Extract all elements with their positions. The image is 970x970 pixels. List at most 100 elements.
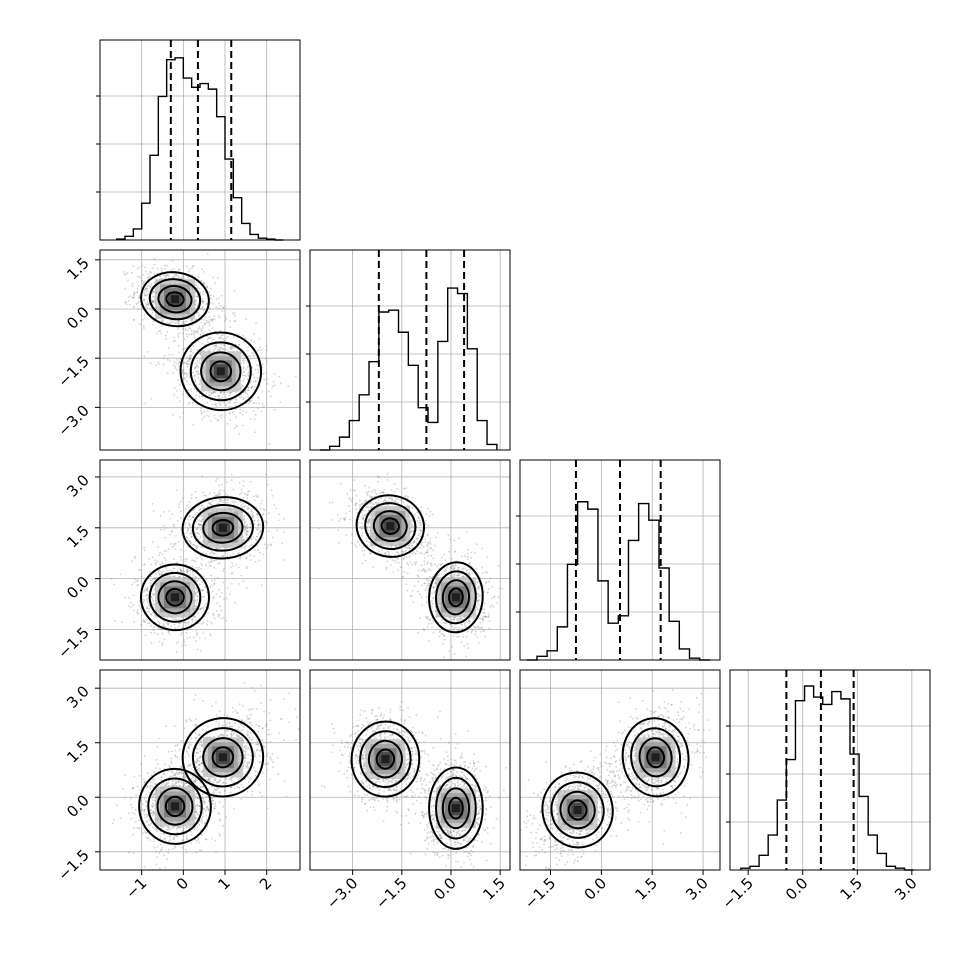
point	[364, 484, 366, 487]
point	[170, 543, 173, 545]
point	[206, 401, 209, 404]
point	[183, 641, 186, 643]
point	[161, 553, 164, 556]
point	[394, 490, 396, 493]
point	[194, 540, 197, 543]
point	[484, 602, 486, 605]
point	[196, 511, 199, 514]
point	[257, 549, 260, 551]
point	[395, 545, 397, 548]
point	[415, 537, 418, 540]
point	[406, 572, 409, 575]
point	[136, 268, 139, 270]
point	[369, 552, 372, 555]
point	[197, 311, 199, 314]
point	[144, 293, 147, 296]
point	[198, 523, 201, 526]
point	[146, 607, 149, 609]
point	[134, 291, 136, 294]
point	[203, 308, 206, 311]
point	[153, 263, 156, 266]
point	[143, 299, 146, 301]
point	[209, 420, 212, 423]
point	[228, 405, 230, 408]
point	[215, 593, 218, 595]
point	[186, 356, 189, 358]
point	[242, 410, 244, 412]
point	[458, 574, 460, 576]
point	[201, 302, 204, 305]
point	[171, 320, 174, 323]
scatter-panel-2-1	[309, 459, 511, 661]
point	[200, 523, 203, 526]
point	[202, 632, 205, 635]
point	[240, 396, 243, 398]
point	[201, 300, 204, 303]
point	[113, 583, 115, 586]
point	[163, 357, 166, 360]
point	[424, 571, 427, 573]
point	[228, 391, 231, 394]
point	[461, 618, 464, 621]
point	[197, 568, 200, 571]
point	[229, 554, 232, 556]
point	[394, 501, 397, 503]
point	[247, 507, 250, 510]
point	[273, 384, 276, 387]
point	[206, 302, 208, 305]
point	[362, 517, 364, 520]
point	[195, 528, 198, 531]
point	[188, 356, 191, 359]
point	[423, 582, 426, 585]
point	[387, 551, 390, 554]
point	[211, 403, 214, 406]
point	[192, 559, 195, 562]
contour-0-1	[157, 285, 193, 314]
point	[250, 538, 253, 540]
hist-1-bars	[319, 287, 498, 451]
point	[131, 283, 134, 285]
point	[206, 410, 209, 412]
point	[168, 569, 171, 572]
point	[194, 513, 197, 516]
point	[155, 572, 158, 575]
point	[175, 534, 177, 537]
point	[196, 370, 199, 373]
point	[238, 396, 241, 399]
point	[348, 510, 351, 513]
point	[196, 526, 199, 529]
point	[152, 578, 154, 581]
point	[201, 395, 203, 398]
point	[473, 617, 476, 620]
point	[163, 511, 166, 513]
point	[172, 372, 174, 375]
point	[143, 355, 146, 358]
point	[211, 327, 214, 329]
point	[486, 571, 489, 574]
point	[195, 330, 198, 332]
point	[183, 383, 186, 386]
point	[246, 523, 249, 526]
point	[222, 307, 224, 310]
point	[143, 327, 145, 329]
point	[392, 571, 394, 574]
point	[143, 299, 146, 301]
hist-panel-2	[516, 459, 721, 661]
point	[223, 391, 225, 394]
point	[201, 504, 204, 506]
scatter-frame	[99, 459, 301, 661]
point	[194, 397, 197, 400]
point	[402, 501, 405, 504]
point	[208, 394, 211, 396]
point	[361, 532, 364, 535]
point	[241, 380, 244, 382]
point	[199, 524, 202, 526]
point	[229, 391, 232, 393]
point	[157, 361, 160, 364]
point	[150, 271, 153, 274]
point	[145, 287, 147, 289]
point	[173, 394, 176, 396]
point	[157, 620, 160, 623]
point	[190, 320, 192, 322]
point	[426, 548, 429, 551]
